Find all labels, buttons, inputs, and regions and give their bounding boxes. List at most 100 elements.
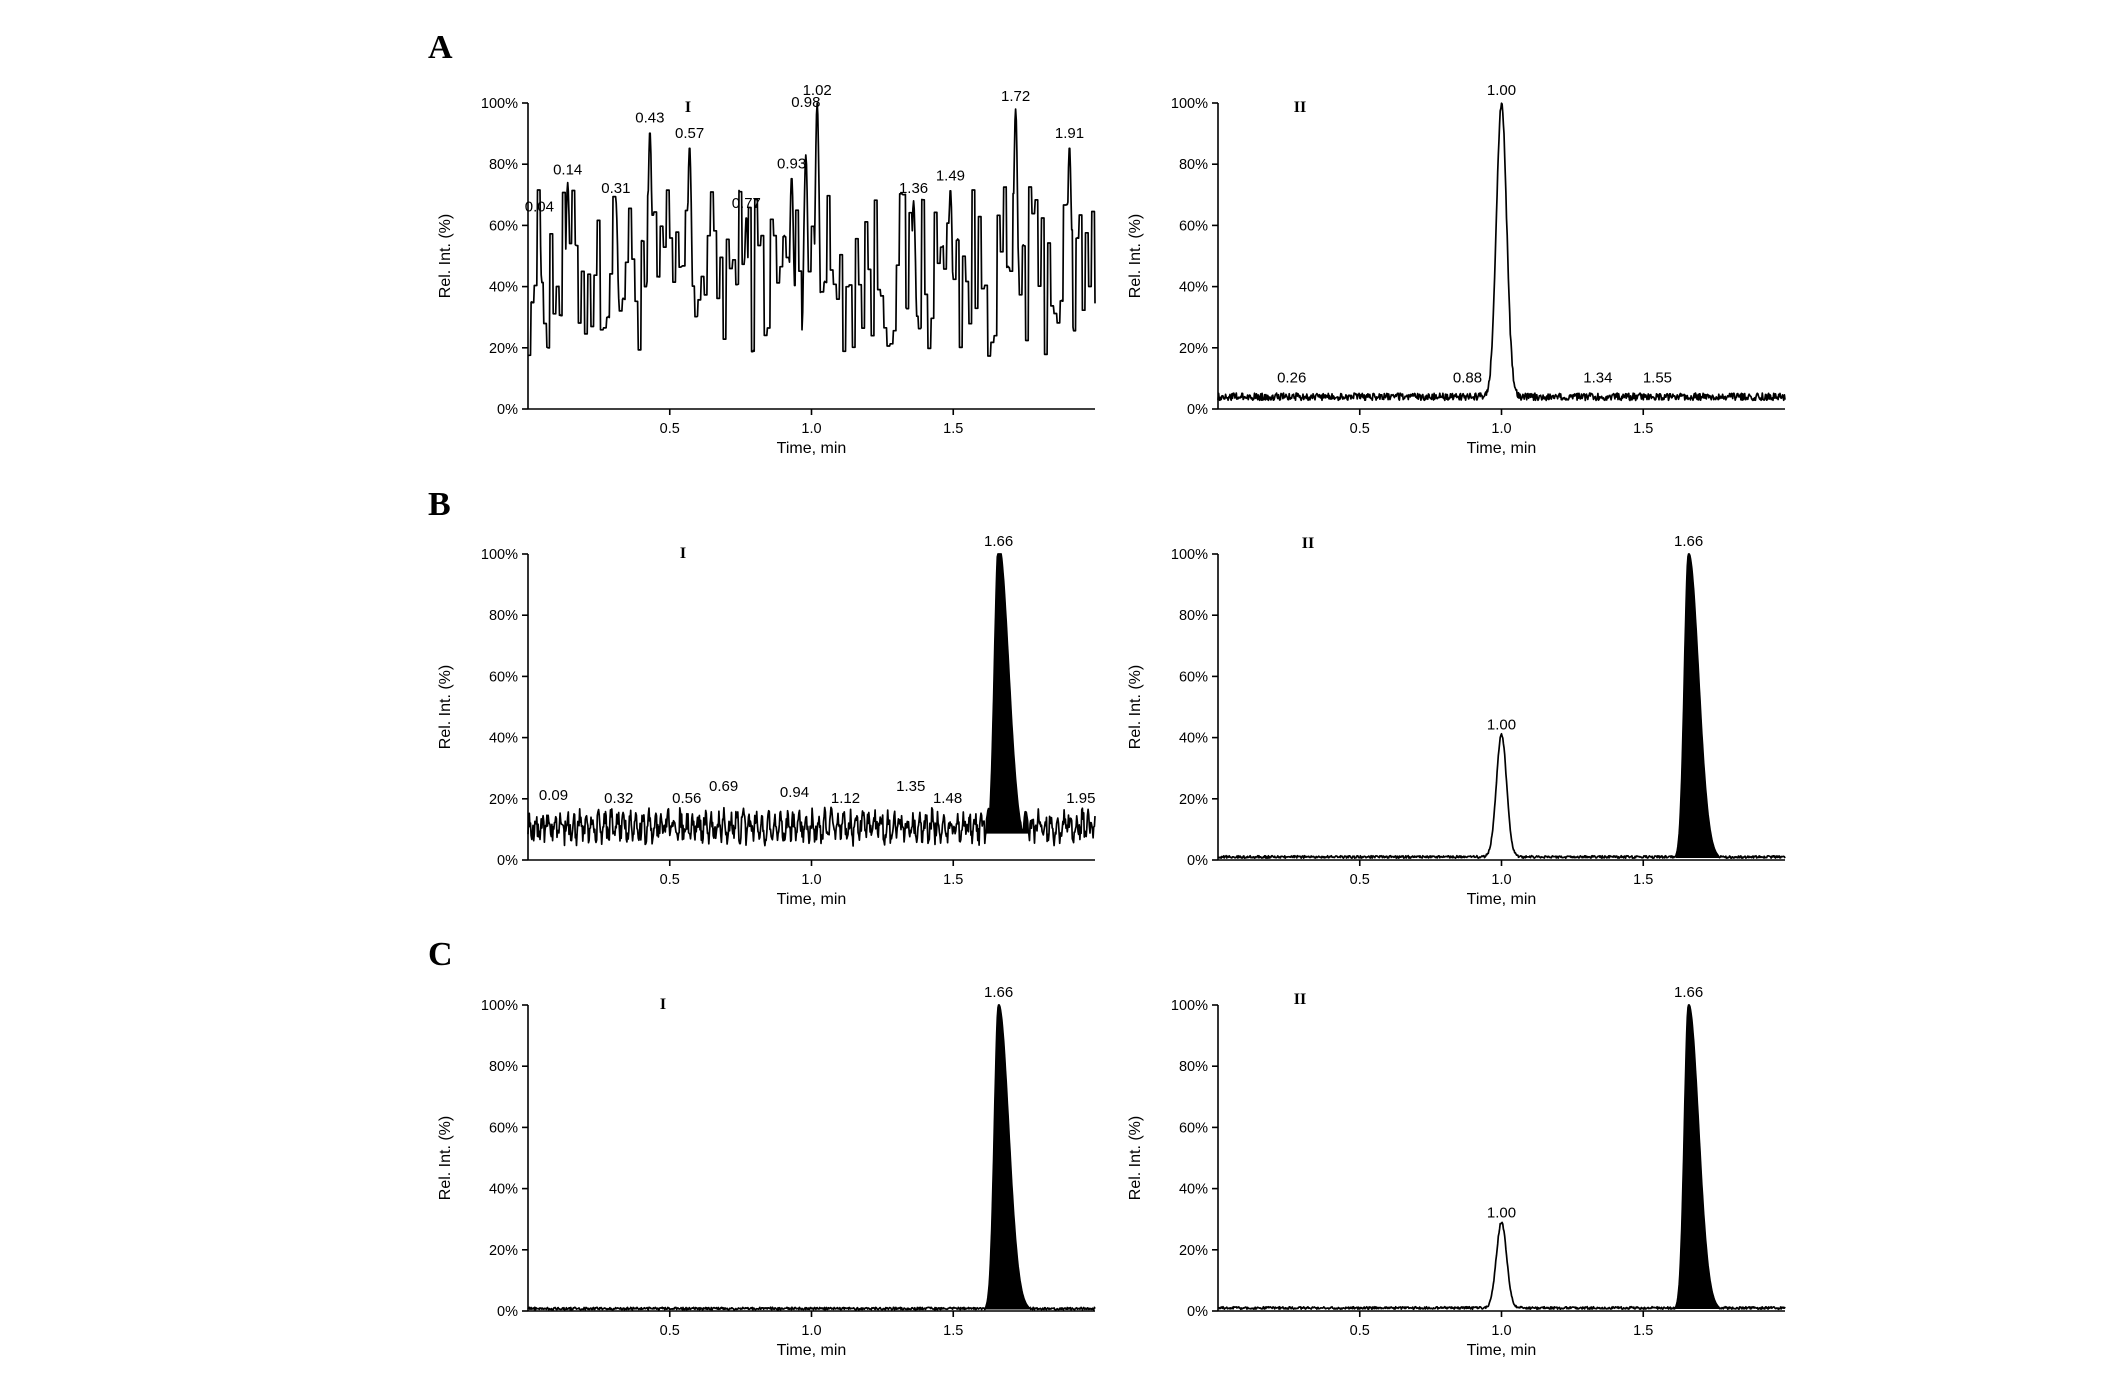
x-tick-label: 1.0	[801, 1323, 821, 1339]
sub-label: I	[685, 99, 691, 116]
peak-label: 0.04	[525, 198, 554, 215]
chart-a-i: 0% 20% 40% 60% 80% 100% 0.5 1.0 1.5 Time, min Rel.…	[437, 82, 1096, 457]
peak-label: 1.66	[1674, 533, 1703, 550]
x-tick-label: 0.5	[1350, 872, 1370, 888]
sub-label: II	[1294, 99, 1306, 116]
peak-label: 1.12	[831, 790, 860, 807]
y-tick-label: 60%	[489, 218, 518, 234]
filled-peak-area	[1675, 1004, 1721, 1310]
peak-label: 1.66	[984, 533, 1013, 550]
peak-label: 1.00	[1487, 717, 1516, 734]
filled-peak-area	[985, 1004, 1031, 1310]
y-tick-label: 100%	[1171, 998, 1208, 1014]
y-tick-label: 60%	[1179, 669, 1208, 685]
peak-label: 1.34	[1583, 370, 1612, 387]
peak-label: 0.09	[539, 787, 568, 804]
peak-label: 1.91	[1055, 125, 1084, 142]
y-tick-label: 20%	[489, 1243, 518, 1259]
y-tick-label: 20%	[489, 341, 518, 357]
sub-label: II	[1302, 535, 1314, 552]
y-tick-label: 40%	[489, 280, 518, 296]
y-tick-label: 100%	[1171, 547, 1208, 563]
chart-c-i: 0% 20% 40% 60% 80% 100% 0.5 1.0 1.5 Time, min Rel.…	[437, 984, 1096, 1359]
chromatogram-trace	[1217, 102, 1786, 402]
y-tick-label: 0%	[1187, 1304, 1208, 1320]
y-axis-title: Rel. Int. (%)	[1127, 1116, 1144, 1200]
y-axis-title: Rel. Int. (%)	[437, 214, 454, 298]
x-tick-label: 1.5	[1633, 421, 1653, 437]
x-tick-label: 1.5	[943, 1323, 963, 1339]
y-tick-label: 80%	[1179, 608, 1208, 624]
chart-c-ii: 0% 20% 40% 60% 80% 100% 0.5 1.0 1.5 Time, min Rel.…	[1127, 984, 1786, 1359]
chromatogram-trace	[527, 553, 1096, 847]
x-tick-label: 1.5	[1633, 872, 1653, 888]
y-tick-label: 80%	[1179, 1059, 1208, 1075]
peak-label: 0.14	[553, 162, 582, 179]
chromatogram-trace	[1217, 1004, 1786, 1311]
chart-b-ii: 0% 20% 40% 60% 80% 100% 0.5 1.0 1.5 Time, min Rel.…	[1127, 533, 1786, 908]
y-tick-label: 80%	[489, 1059, 518, 1075]
peak-label: 0.77	[732, 195, 761, 212]
peak-label: 0.26	[1277, 370, 1306, 387]
x-axis-title: Time, min	[777, 1342, 847, 1359]
chromatogram-trace	[1217, 553, 1786, 860]
y-tick-label: 60%	[1179, 218, 1208, 234]
peak-label: 1.02	[803, 82, 832, 99]
panel-letter-c: C	[428, 936, 453, 973]
x-tick-label: 0.5	[660, 421, 680, 437]
y-tick-label: 100%	[481, 547, 518, 563]
y-tick-label: 80%	[1179, 157, 1208, 173]
peak-label: 0.57	[675, 125, 704, 142]
x-axis-title: Time, min	[1467, 440, 1537, 457]
peak-label: 0.94	[780, 784, 809, 801]
x-axis-title: Time, min	[777, 891, 847, 908]
x-axis-title: Time, min	[1467, 1342, 1537, 1359]
peak-label: 1.66	[984, 984, 1013, 1001]
peak-label: 0.56	[672, 790, 701, 807]
x-axis-title: Time, min	[1467, 891, 1537, 908]
x-tick-label: 1.0	[1491, 872, 1511, 888]
y-tick-label: 60%	[1179, 1120, 1208, 1136]
peak-label: 1.49	[936, 168, 965, 185]
y-axis-title: Rel. Int. (%)	[1127, 665, 1144, 749]
x-tick-label: 0.5	[660, 1323, 680, 1339]
peak-label: 0.32	[604, 790, 633, 807]
x-tick-label: 1.0	[801, 872, 821, 888]
x-tick-label: 1.5	[943, 421, 963, 437]
filled-peak-area	[985, 553, 1031, 841]
peak-label: 1.36	[899, 180, 928, 197]
y-axis-title: Rel. Int. (%)	[437, 665, 454, 749]
y-tick-label: 20%	[1179, 792, 1208, 808]
x-tick-label: 0.5	[1350, 1323, 1370, 1339]
x-tick-label: 0.5	[660, 872, 680, 888]
y-tick-label: 0%	[1187, 402, 1208, 418]
peak-label: 1.72	[1001, 88, 1030, 105]
sub-label: II	[1294, 991, 1306, 1008]
y-tick-label: 60%	[489, 669, 518, 685]
y-tick-label: 40%	[489, 1182, 518, 1198]
y-axis-title: Rel. Int. (%)	[437, 1116, 454, 1200]
peak-label: 0.69	[709, 778, 738, 795]
y-tick-label: 80%	[489, 608, 518, 624]
peak-label: 1.95	[1066, 790, 1095, 807]
y-tick-label: 20%	[1179, 1243, 1208, 1259]
charts-container: 0% 20% 40% 60% 80% 100% 0.5 1.0 1.5 Time, min Rel.…	[437, 82, 1786, 1359]
filled-peak-area	[1675, 553, 1721, 859]
y-tick-label: 100%	[481, 998, 518, 1014]
x-tick-label: 0.5	[1350, 421, 1370, 437]
y-tick-label: 40%	[489, 731, 518, 747]
x-tick-label: 1.0	[1491, 421, 1511, 437]
peak-label: 1.00	[1487, 82, 1516, 99]
panel-letter-a: A	[428, 29, 453, 66]
peak-label: 1.48	[933, 790, 962, 807]
chromatogram-trace	[527, 1004, 1096, 1311]
chart-b-i: 0% 20% 40% 60% 80% 100% 0.5 1.0 1.5 Time, min Rel.…	[437, 533, 1096, 908]
y-tick-label: 20%	[489, 792, 518, 808]
panel-letter-b: B	[428, 486, 451, 523]
y-tick-label: 40%	[1179, 1182, 1208, 1198]
x-axis-title: Time, min	[777, 440, 847, 457]
chart-a-ii: 0% 20% 40% 60% 80% 100% 0.5 1.0 1.5 Time, min Rel.…	[1127, 82, 1786, 457]
y-tick-label: 60%	[489, 1120, 518, 1136]
x-tick-label: 1.5	[943, 872, 963, 888]
